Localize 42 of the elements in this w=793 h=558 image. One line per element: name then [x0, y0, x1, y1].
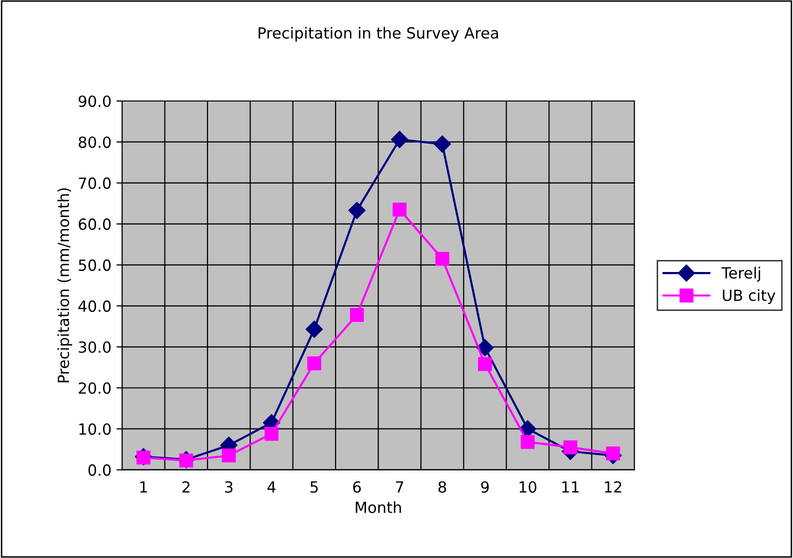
y-tick-label: 60.0	[78, 218, 111, 230]
x-tick-label: 5	[310, 481, 318, 493]
x-tick-label: 3	[225, 481, 232, 493]
chart-title: Precipitation in the Survey Area	[258, 26, 498, 42]
x-tick-label: 9	[481, 481, 489, 493]
x-tick-label: 8	[438, 481, 446, 493]
x-tick-label: 1	[140, 481, 147, 493]
y-tick-label: 0.0	[88, 464, 111, 476]
point	[392, 202, 407, 217]
y-tick-label: 40.0	[78, 300, 111, 312]
y-tick-label: 20.0	[78, 382, 111, 394]
point	[264, 426, 278, 441]
point	[391, 130, 408, 148]
point	[478, 357, 492, 372]
point	[520, 435, 535, 449]
legend-label: UB city	[722, 289, 776, 304]
legend-label: Terelj	[722, 266, 760, 282]
x-tick-label: 12	[605, 481, 622, 493]
y-tick-label: 70.0	[78, 177, 111, 189]
x-tick-label: 10	[520, 481, 536, 493]
point	[476, 339, 494, 356]
y-tick-label: 10.0	[79, 423, 111, 435]
x-tick-label: 6	[353, 481, 361, 493]
y-axis-title: Precipitation (mm/month)	[57, 188, 72, 382]
point	[222, 448, 236, 462]
y-tick-label: 90.0	[78, 95, 111, 108]
point	[435, 252, 450, 266]
x-tick-label: 2	[182, 481, 190, 493]
y-tick-label: 80.0	[78, 136, 111, 148]
y-tick-label: 30.0	[78, 341, 111, 353]
point	[350, 308, 364, 322]
x-tick-label: 4	[267, 481, 276, 493]
x-tick-label: 7	[396, 481, 404, 493]
point	[434, 135, 451, 153]
y-tick-label: 50.0	[78, 259, 111, 271]
point	[348, 202, 366, 219]
point	[307, 356, 322, 370]
point	[306, 320, 323, 338]
x-tick-label: 11	[562, 481, 579, 493]
point	[563, 440, 578, 454]
point	[606, 446, 620, 460]
x-axis-title: Month	[356, 501, 401, 514]
